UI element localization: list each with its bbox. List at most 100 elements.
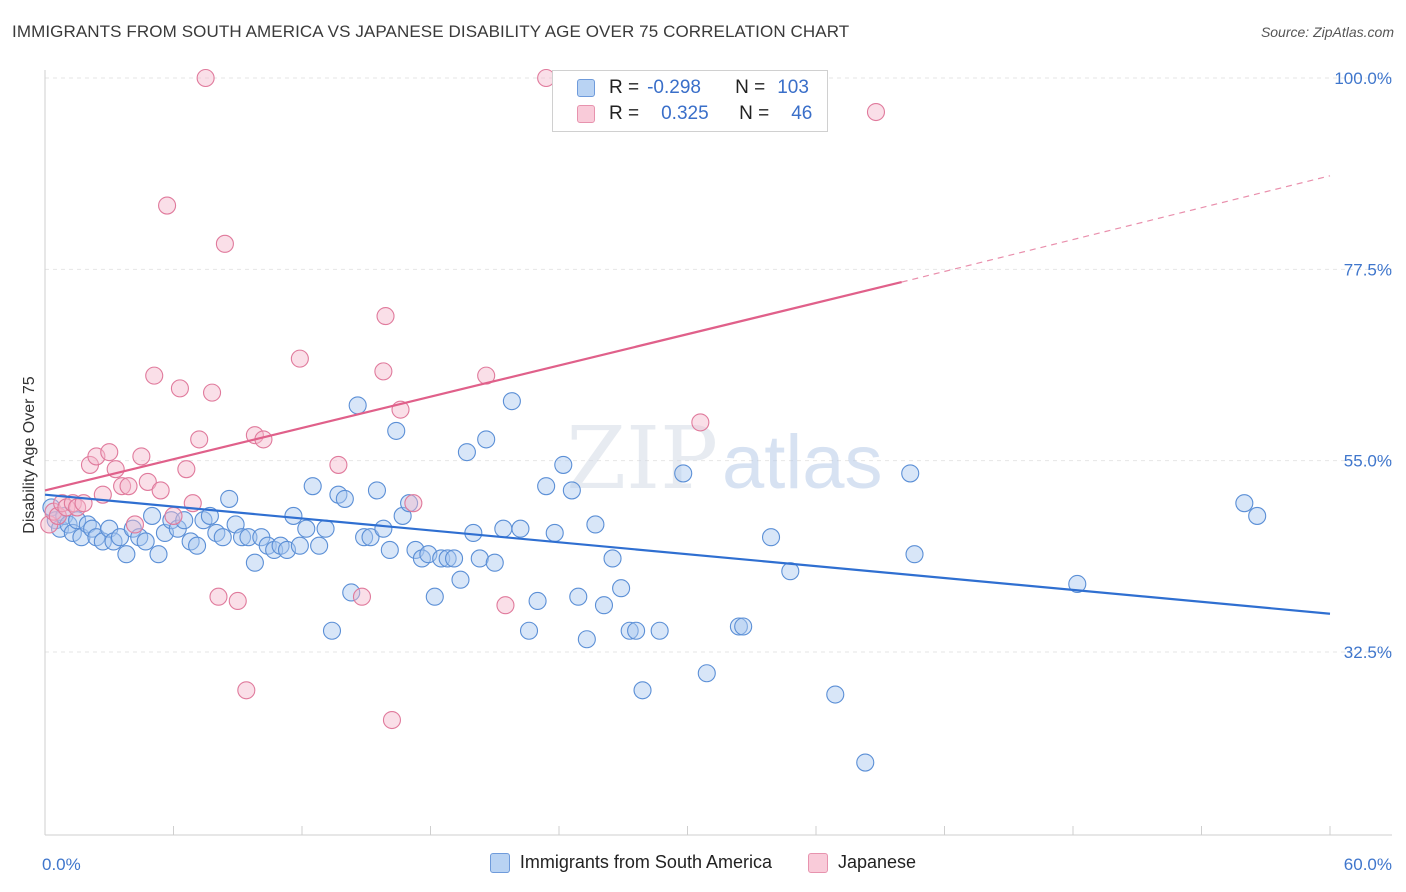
pink-point [203, 383, 222, 402]
blue-point [577, 630, 596, 649]
data-points [40, 68, 1267, 772]
blue-point [143, 506, 162, 525]
watermark-atlas: atlas [722, 420, 883, 505]
pink-point [170, 379, 189, 398]
pink-point [113, 477, 132, 496]
blue-point [856, 753, 875, 772]
blue-point [374, 519, 393, 538]
legend-item-japanese[interactable]: Japanese [808, 852, 916, 873]
blue-point [110, 528, 130, 547]
blue-point [729, 617, 748, 636]
blue-point [451, 570, 470, 589]
pink-point [215, 234, 234, 253]
pink-point [209, 587, 228, 606]
legend-item-south-america[interactable]: Immigrants from South America [489, 852, 772, 873]
legend-r-label: R = [609, 103, 640, 124]
legend-n-value: 103 [777, 77, 809, 98]
trend-lines [44, 175, 1331, 615]
blue-point [554, 455, 573, 474]
blue-point [528, 591, 547, 611]
blue-point [322, 621, 342, 640]
legend-r-value: 0.325 [661, 103, 709, 124]
blue-point [674, 464, 693, 483]
blue-point [620, 621, 639, 640]
blue-point [213, 528, 232, 547]
pink-point [119, 477, 138, 496]
blue-point [387, 421, 406, 440]
blue-point [519, 621, 539, 640]
blue-point [68, 511, 87, 530]
blue-point [316, 519, 335, 538]
pink-point [100, 443, 119, 462]
blue-point [432, 549, 451, 568]
blue-swatch [489, 852, 510, 873]
pink-point [866, 102, 886, 122]
pink-point [404, 494, 423, 513]
blue-point [1068, 574, 1087, 594]
y-tick-label: 100.0% [1334, 69, 1392, 88]
chart-title: IMMIGRANTS FROM SOUTH AMERICA VS JAPANES… [12, 22, 850, 41]
blue-point [594, 596, 614, 615]
blue-point [901, 464, 920, 483]
legend-row-pink: R = 0.325 N = 46 [577, 102, 812, 126]
blue-point [136, 532, 155, 551]
blue-point [1248, 506, 1267, 525]
blue-point [569, 587, 588, 606]
blue-point [380, 540, 399, 560]
blue-swatch [577, 79, 595, 97]
blue-point [303, 477, 322, 496]
pink-point [164, 506, 183, 525]
blue-point [470, 549, 489, 568]
blue-point [1235, 494, 1254, 513]
pink-point [237, 681, 256, 700]
pink-point [228, 591, 247, 611]
pink-point [691, 413, 710, 432]
blue-point [537, 477, 556, 496]
blue-point [905, 545, 924, 564]
blue-point [232, 528, 252, 547]
legend-n-value: 46 [791, 103, 813, 124]
grid-lines [45, 77, 1392, 653]
y-axis-label: Disability Age Over 75 [21, 376, 38, 534]
blue-point [245, 553, 264, 572]
pink-point [190, 430, 209, 449]
blue-point [335, 489, 354, 508]
pink-point [496, 596, 515, 615]
pink-point [290, 349, 309, 368]
pink-swatch [808, 852, 828, 873]
blue-point [650, 621, 669, 640]
blue-point [284, 506, 303, 525]
blue-point [400, 494, 419, 513]
blue-point [200, 506, 219, 525]
blue-point [175, 511, 194, 530]
pink-swatch [577, 105, 595, 123]
blue-point [220, 489, 239, 508]
pink-point [196, 68, 215, 88]
blue-point [761, 528, 781, 547]
legend-n-label: N = [735, 77, 766, 98]
pink-trend-line [44, 281, 902, 492]
blue-point [239, 528, 258, 547]
pink-point [132, 447, 151, 466]
legend-row-blue: R = -0.298 N = 103 [577, 76, 809, 100]
legend-n-label: N = [739, 103, 770, 124]
pink-point [145, 366, 164, 385]
blue-point [586, 515, 605, 534]
blue-point [149, 545, 168, 564]
blue-point [511, 519, 530, 538]
tick-labels: 32.5% 55.0% 77.5% 100.0% 0.0% 60.0% [42, 69, 1392, 874]
y-tick-label: 77.5% [1344, 260, 1392, 279]
blue-point [502, 392, 521, 411]
blue-point [355, 528, 374, 547]
x-tick-label: 0.0% [42, 855, 81, 874]
axes [44, 70, 1392, 836]
blue-point [438, 549, 457, 568]
y-tick-label: 55.0% [1344, 452, 1392, 471]
blue-point [477, 430, 496, 449]
pink-point [352, 587, 372, 606]
blue-point [697, 664, 716, 683]
legend-r-label: R = [609, 77, 640, 98]
y-tick-label: 32.5% [1344, 643, 1392, 662]
blue-point [633, 681, 652, 700]
